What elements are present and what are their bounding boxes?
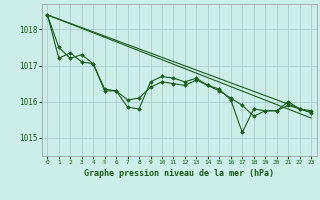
X-axis label: Graphe pression niveau de la mer (hPa): Graphe pression niveau de la mer (hPa) bbox=[84, 169, 274, 178]
